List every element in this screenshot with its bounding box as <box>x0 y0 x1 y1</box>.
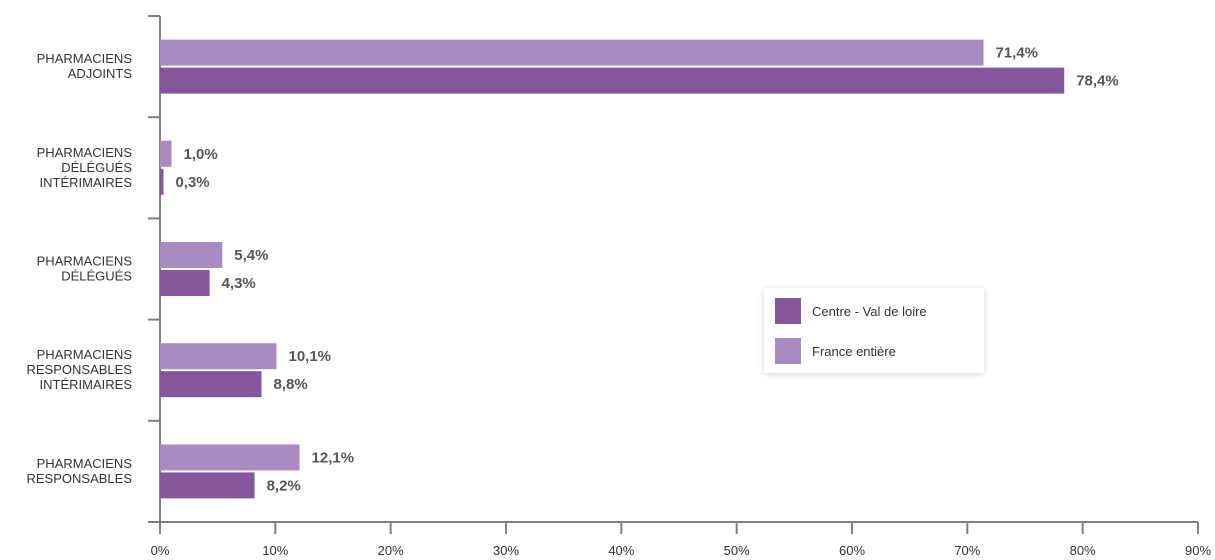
x-tick-label: 60% <box>839 543 865 558</box>
bar <box>160 343 277 370</box>
chart-axes <box>148 15 1199 534</box>
data-label: 5,4% <box>234 247 268 264</box>
x-tick-label: 30% <box>493 543 519 558</box>
legend-label-france: France entière <box>812 343 896 359</box>
legend-item-centre: Centre - Val de loire <box>775 298 927 324</box>
legend-swatch-centre <box>775 298 801 324</box>
category-label-line: ADJOINTS <box>68 66 133 81</box>
category-label-line: DÉLÉGUÉS <box>61 160 132 175</box>
data-label: 78,4% <box>1076 73 1119 90</box>
x-tick-label: 20% <box>378 543 404 558</box>
data-label: 12,1% <box>312 449 355 466</box>
bar <box>160 371 262 398</box>
category-label-line: RESPONSABLES <box>27 471 133 486</box>
category-label-line: INTÉRIMAIRES <box>40 377 133 392</box>
category-label: PHARMACIENS ADJOINTS <box>37 51 133 81</box>
bar <box>160 472 255 499</box>
data-label: 1,0% <box>184 146 218 163</box>
bar <box>160 39 984 66</box>
bar <box>160 242 223 268</box>
bar <box>160 168 164 195</box>
category-label-line: PHARMACIENS <box>37 456 133 471</box>
data-label: 71,4% <box>995 45 1038 62</box>
bar <box>160 140 172 167</box>
x-tick-label: 50% <box>724 543 750 558</box>
x-tick-label: 40% <box>608 543 634 558</box>
data-label: 8,2% <box>267 477 301 494</box>
category-label-line: PHARMACIENS <box>37 254 133 269</box>
bar <box>160 67 1065 94</box>
category-label: PHARMACIENS DÉLÉGUÉS <box>37 254 133 284</box>
category-label-line: RESPONSABLES <box>27 362 133 377</box>
category-label-line: PHARMACIENS <box>37 347 133 362</box>
category-label: PHARMACIENS RESPONSABLES INTÉRIMAIRES <box>27 347 133 392</box>
x-tick-label: 90% <box>1185 543 1211 558</box>
x-tick-label: 0% <box>151 543 170 558</box>
legend-swatch-france <box>775 338 801 364</box>
chart-legend: Centre - Val de loire France entière <box>764 288 984 373</box>
category-label-line: DÉLÉGUÉS <box>61 269 132 284</box>
legend-item-france: France entière <box>775 338 896 364</box>
x-tick-label: 70% <box>954 543 980 558</box>
chart-labels: 0% 10% 20% 30% 40% 50% 60% 70% 80% 90% 71,4% 78,4% P… <box>27 45 1212 558</box>
category-label-line: PHARMACIENS <box>37 145 133 160</box>
data-label: 4,3% <box>222 275 256 292</box>
category-label-line: PHARMACIENS <box>37 51 133 66</box>
data-label: 0,3% <box>175 174 209 191</box>
x-tick-label: 10% <box>262 543 288 558</box>
x-tick-label: 80% <box>1070 543 1096 558</box>
bar <box>160 444 300 471</box>
data-label: 8,8% <box>273 376 307 393</box>
data-label: 10,1% <box>288 348 331 365</box>
category-label-line: INTÉRIMAIRES <box>40 175 133 190</box>
bar <box>160 270 210 296</box>
category-label: PHARMACIENS RESPONSABLES <box>27 456 133 486</box>
category-label: PHARMACIENS DÉLÉGUÉS INTÉRIMAIRES <box>37 145 133 190</box>
legend-label-centre: Centre - Val de loire <box>812 303 927 319</box>
chart-bars <box>160 39 1065 499</box>
